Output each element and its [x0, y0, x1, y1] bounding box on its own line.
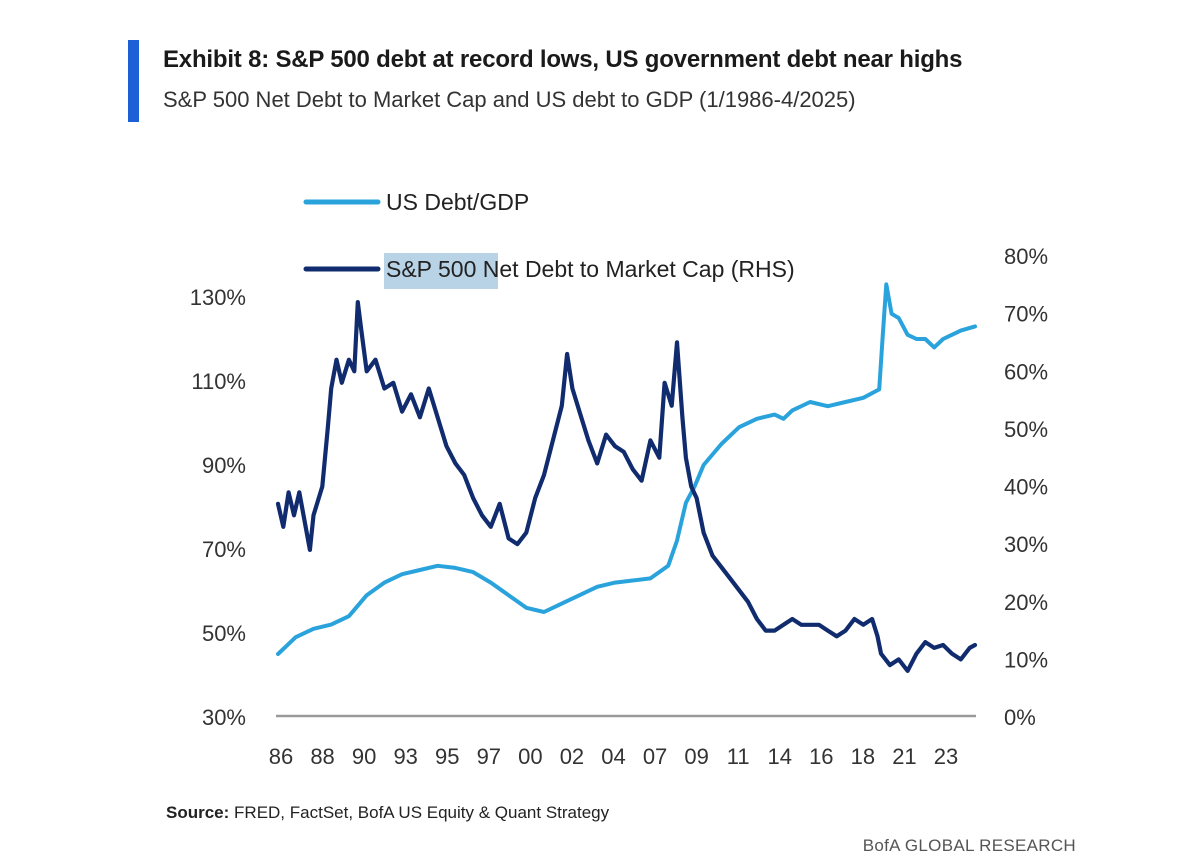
axes: 30% 50% 70% 90% 110% 130% 0% 10% 20% 30% 40% 50% 60%… — [190, 244, 1048, 769]
legend-label-sp500-net-debt: S&P 500 Net Debt to Market Cap (RHS) — [386, 256, 795, 282]
left-axis-tick-label: 90% — [202, 453, 246, 478]
x-axis-tick-label: 07 — [643, 744, 667, 769]
x-axis-tick-label: 09 — [684, 744, 708, 769]
right-axis-tick-label: 80% — [1004, 244, 1048, 269]
x-axis-tick-label: 95 — [435, 744, 459, 769]
chart-title: Exhibit 8: S&P 500 debt at record lows, … — [163, 46, 963, 73]
x-axis-tick-label: 16 — [809, 744, 833, 769]
x-axis-tick-label: 97 — [477, 744, 501, 769]
x-axis-tick-label: 14 — [768, 744, 792, 769]
x-axis-tick-label: 93 — [393, 744, 417, 769]
x-axis-tick-label: 11 — [727, 744, 750, 769]
title-accent-bar — [128, 40, 139, 122]
left-axis-tick-label: 110% — [191, 369, 246, 394]
source-note: Source: FRED, FactSet, BofA US Equity & … — [166, 803, 609, 823]
left-axis-tick-label: 30% — [202, 705, 246, 730]
x-axis-tick-label: 00 — [518, 744, 542, 769]
right-axis-tick-label: 20% — [1004, 590, 1048, 615]
left-axis-tick-label: 70% — [202, 537, 246, 562]
line-us-debt-gdp — [276, 282, 977, 656]
right-axis-tick-label: 30% — [1004, 532, 1048, 557]
legend: US Debt/GDP S&P 500 Net Debt to Market C… — [303, 189, 795, 289]
right-axis-tick-label: 40% — [1004, 475, 1048, 500]
right-axis-tick-label: 60% — [1004, 359, 1048, 384]
series-lines — [275, 282, 978, 673]
right-axis-tick-label: 10% — [1004, 647, 1048, 672]
right-axis-tick-label: 50% — [1004, 417, 1048, 442]
right-axis-tick-label: 70% — [1004, 302, 1048, 327]
source-label: Source: — [166, 803, 230, 822]
left-axis-tick-label: 50% — [202, 621, 246, 646]
left-axis-tick-label: 130% — [190, 285, 246, 310]
right-axis-tick-label: 0% — [1004, 705, 1036, 730]
line-sp500-net-debt — [275, 300, 978, 673]
legend-highlight — [384, 253, 498, 289]
x-axis-tick-label: 04 — [601, 744, 625, 769]
x-axis-tick-label: 02 — [560, 744, 584, 769]
source-text: FRED, FactSet, BofA US Equity & Quant St… — [234, 803, 610, 822]
chart-subtitle: S&P 500 Net Debt to Market Cap and US de… — [163, 87, 856, 112]
x-axis-tick-label: 86 — [269, 744, 293, 769]
x-axis-tick-label: 18 — [851, 744, 875, 769]
x-axis-tick-label: 23 — [934, 744, 958, 769]
x-axis-tick-label: 90 — [352, 744, 376, 769]
x-axis-tick-label: 21 — [892, 744, 916, 769]
brand-label: BofA GLOBAL RESEARCH — [862, 836, 1076, 855]
x-axis-tick-label: 88 — [310, 744, 334, 769]
legend-label-us-debt-gdp: US Debt/GDP — [386, 189, 529, 215]
